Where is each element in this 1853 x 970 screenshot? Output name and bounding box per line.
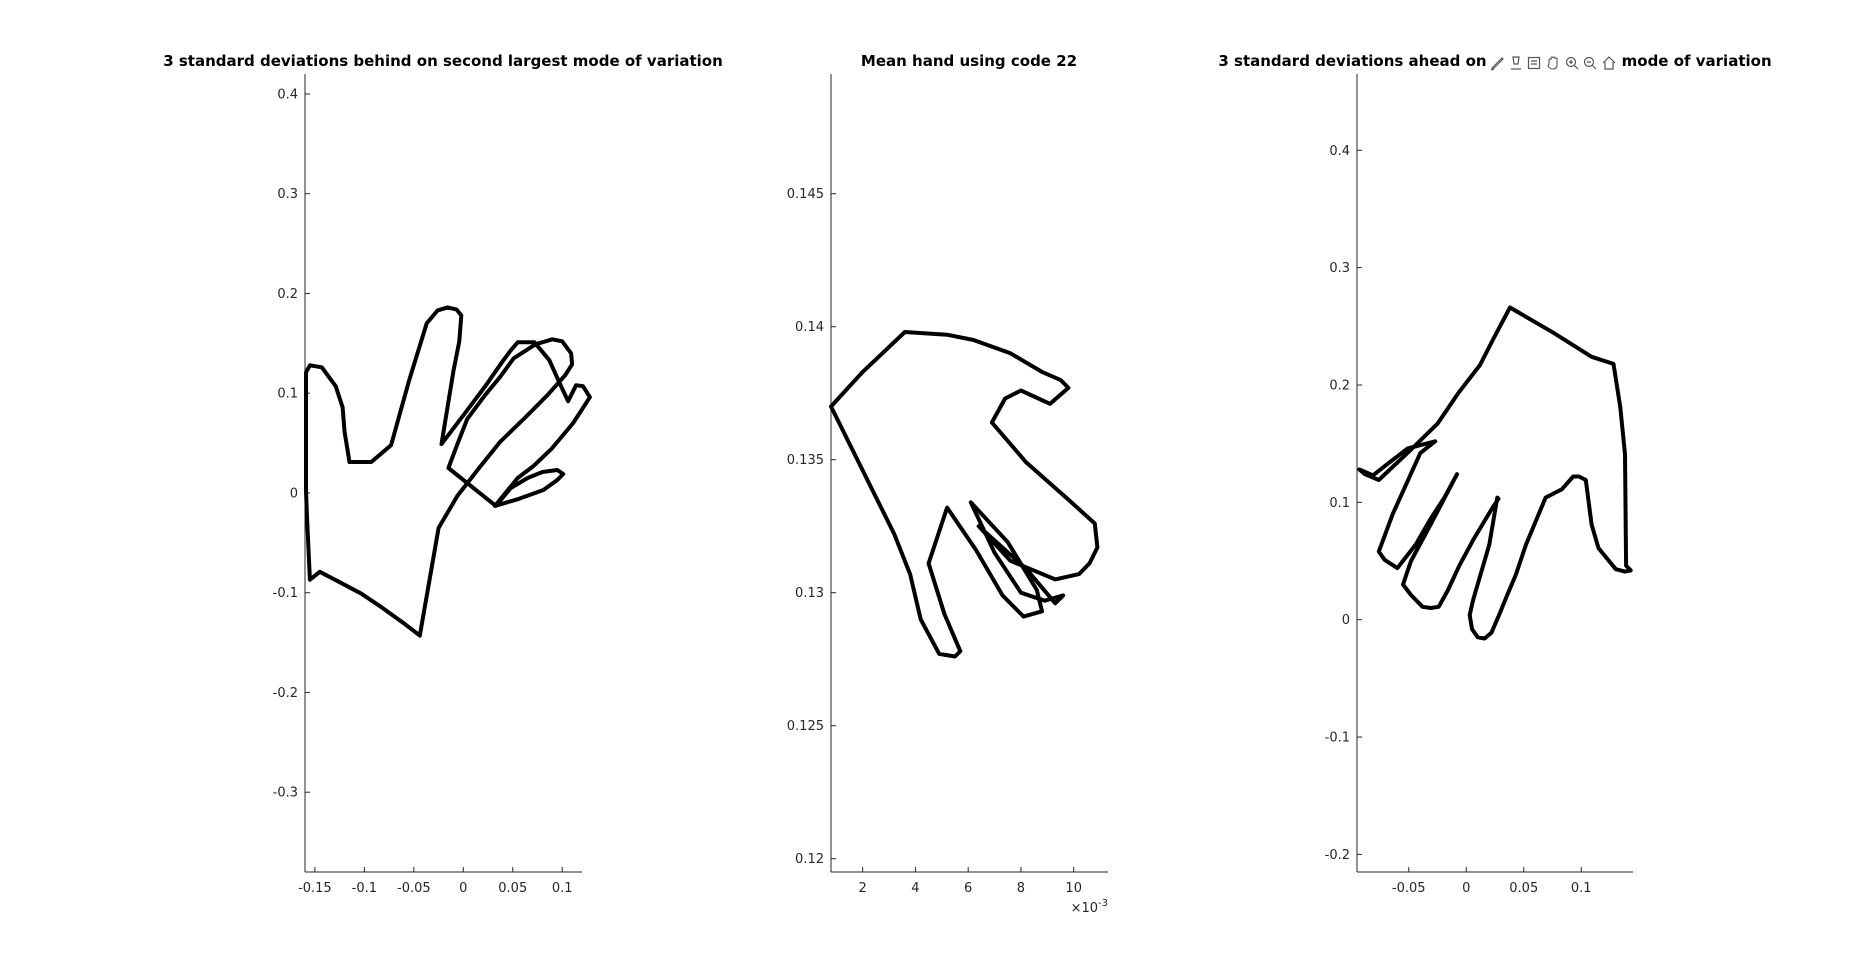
y-tick-label: 0.12 [795, 852, 824, 867]
x-tick-label: -0.15 [298, 881, 332, 896]
y-tick-label: 0.1 [1329, 496, 1350, 511]
legend-icon[interactable] [1525, 54, 1543, 72]
x-exponent-label: ×10-3 [1071, 898, 1108, 916]
x-exponent-base: ×10 [1071, 901, 1098, 916]
x-tick-label: 6 [964, 881, 972, 896]
y-tick-label: 0.2 [277, 287, 298, 302]
y-tick-label: 0.14 [795, 320, 824, 335]
zoom-out-icon[interactable] [1582, 54, 1600, 72]
y-tick-label: -0.2 [1325, 848, 1350, 863]
hand-outline-series [831, 332, 1097, 657]
home-icon[interactable] [1600, 54, 1618, 72]
axes-3: 3 standard deviations ahead on second la… [1218, 52, 1771, 896]
y-tick-label: 0.1 [277, 387, 298, 402]
y-tick-label: 0.125 [787, 719, 824, 734]
brush-icon[interactable] [1488, 54, 1506, 72]
y-tick-label: -0.1 [1325, 731, 1350, 746]
y-tick-label: 0.3 [1329, 261, 1350, 276]
y-tick-label: 0.13 [795, 586, 824, 601]
axes-title: 3 standard deviations behind on second l… [163, 52, 723, 70]
x-tick-label: 4 [911, 881, 919, 896]
x-tick-label: -0.05 [397, 881, 431, 896]
y-tick-label: 0 [1342, 613, 1350, 628]
y-tick-label: 0.135 [787, 453, 824, 468]
y-tick-label: -0.2 [273, 686, 298, 701]
x-tick-label: 0.1 [1571, 881, 1592, 896]
x-tick-label: 0.05 [1509, 881, 1538, 896]
x-tick-label: -0.05 [1392, 881, 1426, 896]
y-tick-label: 0.2 [1329, 378, 1350, 393]
y-tick-label: 0.145 [787, 187, 824, 202]
x-tick-label: 8 [1017, 881, 1025, 896]
x-exponent-power: -3 [1098, 898, 1108, 909]
y-tick-label: 0.4 [1329, 144, 1350, 159]
x-tick-label: 2 [859, 881, 867, 896]
pan-icon[interactable] [1544, 54, 1562, 72]
axes-1: 3 standard deviations behind on second l… [163, 52, 723, 896]
x-tick-label: 0.05 [498, 881, 527, 896]
y-tick-label: -0.3 [273, 786, 298, 801]
axes-2: Mean hand using code 22 2 4 6 8 10 0.12 0.125 0.… [787, 52, 1108, 916]
x-tick-label: 10 [1065, 881, 1082, 896]
axes-title: Mean hand using code 22 [861, 52, 1077, 70]
x-tick-label: -0.1 [352, 881, 377, 896]
x-tick-label: 0 [1462, 881, 1470, 896]
y-tick-label: 0.4 [277, 87, 298, 102]
x-tick-label: 0.1 [552, 881, 573, 896]
x-tick-label: 0 [459, 881, 467, 896]
y-tick-label: 0.3 [277, 187, 298, 202]
y-tick-label: 0 [290, 486, 298, 501]
data-tip-icon[interactable] [1507, 54, 1525, 72]
hand-outline-series [306, 307, 590, 635]
axes-toolbar [1488, 52, 1618, 74]
zoom-in-icon[interactable] [1563, 54, 1581, 72]
y-tick-label: -0.1 [273, 586, 298, 601]
hand-outline-series [1359, 308, 1630, 639]
